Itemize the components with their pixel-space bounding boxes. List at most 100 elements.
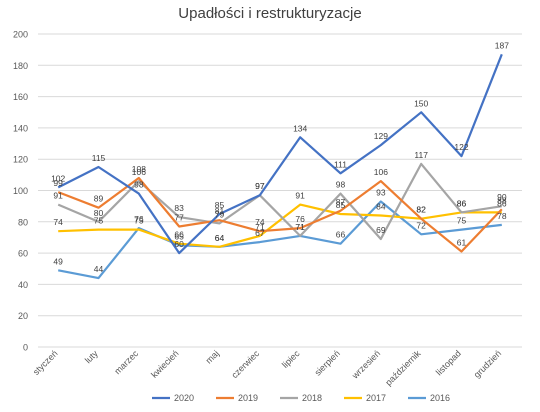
x-tick-label: listopad xyxy=(434,348,463,377)
data-label: 86 xyxy=(497,198,507,208)
data-label: 93 xyxy=(376,187,386,197)
data-label: 150 xyxy=(414,98,428,108)
x-tick-label: luty xyxy=(83,348,100,365)
series-line-2019 xyxy=(57,176,503,253)
data-label: 98 xyxy=(336,180,346,190)
data-label: 108 xyxy=(132,164,146,174)
data-label: 44 xyxy=(94,264,104,274)
data-label: 86 xyxy=(457,198,467,208)
x-tick-label: lipiec xyxy=(280,348,302,370)
data-label: 102 xyxy=(51,173,65,183)
y-tick-label: 80 xyxy=(18,217,28,227)
data-label: 60 xyxy=(174,239,184,249)
data-label: 122 xyxy=(454,142,468,152)
x-tick-label: maj xyxy=(204,348,221,365)
series-lines xyxy=(57,53,503,280)
data-label: 106 xyxy=(132,167,146,177)
data-label: 111 xyxy=(334,159,347,169)
y-tick-label: 140 xyxy=(13,123,28,133)
data-label: 75 xyxy=(457,216,467,226)
data-label: 49 xyxy=(53,256,63,266)
data-label: 98 xyxy=(134,180,144,190)
data-label: 106 xyxy=(374,167,388,177)
data-label: 129 xyxy=(374,131,388,141)
data-label: 74 xyxy=(255,217,265,227)
legend-label-2020: 2020 xyxy=(174,393,194,403)
data-label: 72 xyxy=(416,220,426,230)
data-label: 61 xyxy=(457,238,467,248)
data-label: 69 xyxy=(376,225,386,235)
legend-label-2016: 2016 xyxy=(430,393,450,403)
x-tick-label: czerwiec xyxy=(229,348,261,380)
legend: 2020 2019 2018 2017 2016 xyxy=(152,393,450,403)
data-label: 67 xyxy=(255,228,265,238)
data-label: 64 xyxy=(215,233,225,243)
data-label: 86 xyxy=(457,198,467,208)
x-tick-label: sierpień xyxy=(313,348,342,377)
data-label: 64 xyxy=(215,233,225,243)
data-label: 66 xyxy=(336,230,346,240)
data-label: 117 xyxy=(414,150,428,160)
series-line-2017 xyxy=(58,203,502,248)
data-label: 65 xyxy=(174,231,184,241)
data-label: 99 xyxy=(53,178,63,188)
y-tick-label: 0 xyxy=(23,343,28,353)
data-label: 97 xyxy=(255,181,265,191)
data-label: 83 xyxy=(174,203,184,213)
data-label: 134 xyxy=(293,123,307,133)
data-label: 77 xyxy=(174,212,184,222)
x-tick-label: styczeń xyxy=(31,348,60,377)
y-tick-label: 200 xyxy=(13,30,28,40)
data-label: 66 xyxy=(174,230,184,240)
legend-label-2018: 2018 xyxy=(302,393,322,403)
data-label: 89 xyxy=(94,194,104,204)
data-label: 84 xyxy=(376,202,386,212)
y-tick-label: 120 xyxy=(13,155,28,165)
data-label: 81 xyxy=(215,206,225,216)
data-label: 91 xyxy=(53,191,63,201)
x-tick-label: grudzień xyxy=(472,348,503,379)
data-label: 71 xyxy=(295,222,305,232)
data-label: 88 xyxy=(497,195,507,205)
gridlines xyxy=(38,33,522,348)
series-line-2020 xyxy=(57,53,503,255)
x-tick-label: październik xyxy=(383,348,423,388)
y-tick-label: 160 xyxy=(13,92,28,102)
y-tick-label: 60 xyxy=(18,249,28,259)
data-label: 85 xyxy=(336,200,346,210)
x-tick-label: kwiecień xyxy=(149,348,180,379)
data-label: 82 xyxy=(416,205,426,215)
data-label: 187 xyxy=(495,40,509,50)
x-tick-label: marzec xyxy=(112,348,140,376)
legend-label-2019: 2019 xyxy=(238,393,258,403)
data-label: 115 xyxy=(92,153,106,163)
x-tick-label: wrzesień xyxy=(349,348,382,381)
data-label: 91 xyxy=(295,191,305,201)
data-label: 75 xyxy=(94,216,104,226)
data-label: 71 xyxy=(255,222,265,232)
legend-label-2017: 2017 xyxy=(366,393,386,403)
data-label: 82 xyxy=(416,205,426,215)
series-line-2016 xyxy=(57,200,502,280)
data-label: 76 xyxy=(134,214,144,224)
data-label: 74 xyxy=(53,217,63,227)
y-tick-label: 100 xyxy=(13,186,28,196)
y-tick-label: 20 xyxy=(18,311,28,321)
data-label: 78 xyxy=(497,211,507,221)
data-label: 76 xyxy=(295,214,305,224)
data-label: 97 xyxy=(255,181,265,191)
data-label: 85 xyxy=(215,200,225,210)
data-label: 79 xyxy=(215,209,225,219)
data-label: 75 xyxy=(134,216,144,226)
series-line-2018 xyxy=(57,162,502,241)
data-label: 87 xyxy=(336,197,346,207)
chart-title: Upadłości i restrukturyzacje xyxy=(178,5,361,22)
data-label: 80 xyxy=(94,208,104,218)
data-label: 71 xyxy=(295,222,305,232)
y-tick-label: 180 xyxy=(13,61,28,71)
data-label: 90 xyxy=(497,192,507,202)
